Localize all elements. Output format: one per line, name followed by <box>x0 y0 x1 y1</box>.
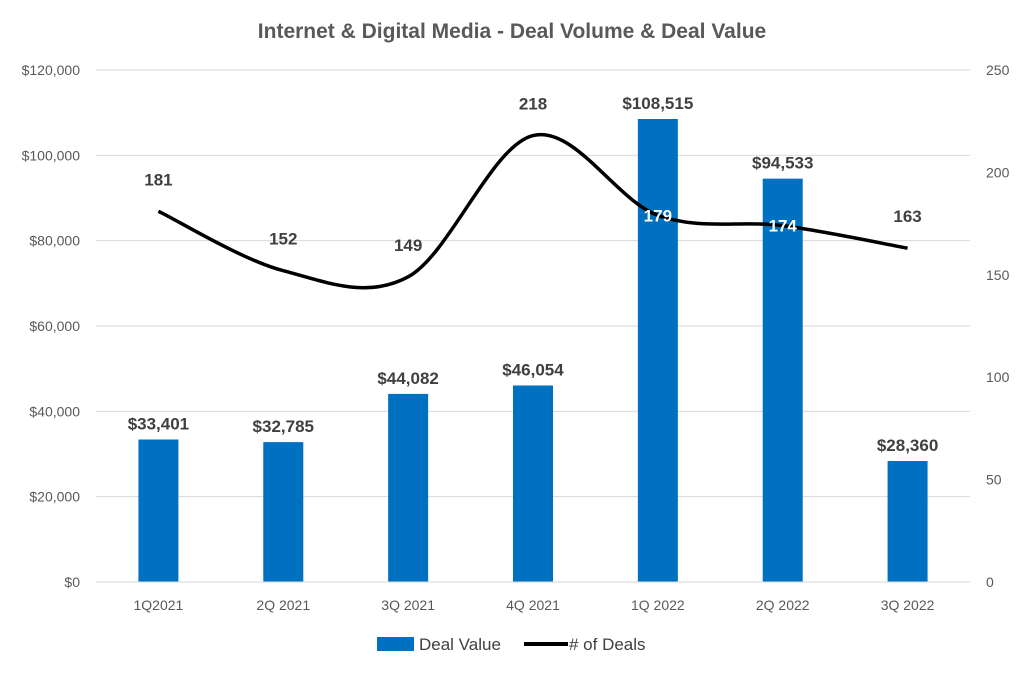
line-value-label: 163 <box>893 207 921 226</box>
bar-series <box>138 119 928 583</box>
line-series <box>157 132 908 290</box>
bar <box>138 439 179 582</box>
bar-value-label: $108,515 <box>622 94 693 113</box>
x-tick-label: 3Q 2022 <box>881 597 935 613</box>
line-number-of-deals <box>157 132 908 290</box>
chart-title: Internet & Digital Media - Deal Volume &… <box>258 20 766 43</box>
x-axis: 1Q2021 2Q 2021 3Q 2021 4Q 2021 1Q 2022 2Q 202… <box>96 581 970 613</box>
bar-value-label: $32,785 <box>253 417 314 436</box>
x-tick-label: 1Q 2022 <box>631 597 685 613</box>
x-tick-label: 1Q2021 <box>134 597 184 613</box>
legend-label-number-of-deals: # of Deals <box>569 635 646 654</box>
y-left-tick-label: $80,000 <box>29 233 80 249</box>
bar-value-label: $28,360 <box>877 436 938 455</box>
y-left-tick-label: $20,000 <box>29 489 80 505</box>
y-right-tick-label: 0 <box>986 574 994 590</box>
y-right-tick-label: 50 <box>986 472 1002 488</box>
y-left-tick-label: $40,000 <box>29 403 80 419</box>
line-value-label: 152 <box>269 230 297 249</box>
x-tick-label: 4Q 2021 <box>506 597 560 613</box>
bar-value-label: $94,533 <box>752 154 813 173</box>
data-labels: $33,401 $32,785 $44,082 $46,054 $108,515 $94,… <box>128 94 939 455</box>
bar <box>388 393 429 582</box>
y-left-tick-label: $60,000 <box>29 318 80 334</box>
bar-value-label: $44,082 <box>377 369 438 388</box>
legend-label-deal-value: Deal Value <box>419 635 501 654</box>
bar-value-label: $33,401 <box>128 414 189 433</box>
y-right-tick-label: 200 <box>986 164 1010 180</box>
legend: Deal Value # of Deals <box>377 635 646 654</box>
bar-value-label: $46,054 <box>502 361 564 380</box>
x-tick-label: 2Q 2022 <box>756 597 810 613</box>
x-tick-label: 3Q 2021 <box>381 597 435 613</box>
line-value-label: 179 <box>644 206 672 225</box>
line-value-label: 218 <box>519 95 547 114</box>
bar <box>263 442 304 582</box>
y-left-tick-label: $120,000 <box>22 62 81 78</box>
y-right-tick-label: 150 <box>986 267 1010 283</box>
line-value-label: 149 <box>394 236 422 255</box>
y-axis-right: 0 50 100 150 200 250 <box>986 62 1010 590</box>
line-value-label: 174 <box>769 217 798 236</box>
bar <box>762 178 803 583</box>
legend-swatch-deal-value <box>377 637 414 651</box>
y-right-tick-label: 250 <box>986 62 1010 78</box>
y-left-tick-label: $100,000 <box>22 147 81 163</box>
bar <box>513 385 553 582</box>
line-value-label: 181 <box>144 170 172 189</box>
y-left-tick-label: $0 <box>64 574 80 590</box>
x-tick-label: 2Q 2021 <box>256 597 310 613</box>
bar <box>887 460 928 582</box>
y-axis-left: $0 $20,000 $40,000 $60,000 $80,000 $100,000 $1… <box>22 62 81 590</box>
bar <box>637 119 678 582</box>
y-right-tick-label: 100 <box>986 369 1010 385</box>
